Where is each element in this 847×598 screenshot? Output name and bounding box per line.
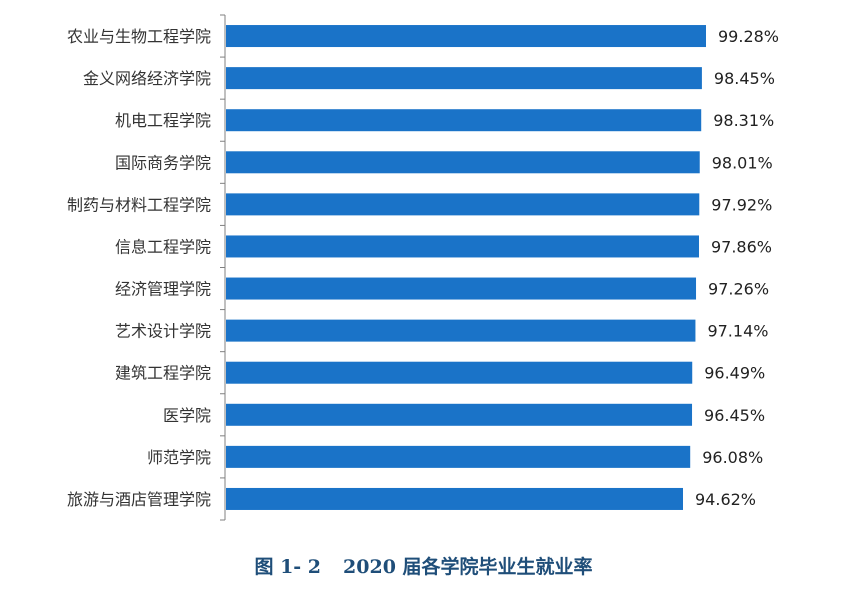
- category-label: 信息工程学院: [115, 237, 211, 256]
- bar: [226, 319, 696, 342]
- category-label: 农业与生物工程学院: [67, 27, 211, 46]
- value-label: 97.92%: [711, 195, 772, 214]
- category-label: 医学院: [163, 406, 211, 425]
- value-label: 96.45%: [704, 406, 765, 425]
- bar: [226, 487, 683, 510]
- value-label: 97.14%: [707, 322, 768, 341]
- category-label: 师范学院: [147, 448, 211, 467]
- figure-title: 2020 届各学院毕业生就业率: [343, 556, 593, 578]
- category-label: 制药与材料工程学院: [67, 195, 211, 214]
- bar: [226, 193, 700, 216]
- value-label: 94.62%: [695, 490, 756, 509]
- category-label: 国际商务学院: [115, 153, 211, 172]
- category-label: 旅游与酒店管理学院: [67, 490, 211, 509]
- bar-chart: 农业与生物工程学院 99.28% 金义网络经济学院 98.45% 机电工程学院 98.31…: [67, 14, 779, 521]
- category-label: 经济管理学院: [115, 280, 211, 299]
- bar: [226, 403, 693, 426]
- value-label: 97.86%: [711, 237, 772, 256]
- value-label: 96.49%: [704, 364, 765, 383]
- category-label: 机电工程学院: [115, 111, 211, 130]
- figure-caption: 图 1- 2 2020 届各学院毕业生就业率: [0, 552, 847, 579]
- value-label: 98.01%: [712, 153, 773, 172]
- bar: [226, 277, 697, 300]
- category-label: 建筑工程学院: [115, 364, 211, 383]
- figure-number: 图 1- 2: [254, 556, 322, 578]
- bar: [226, 109, 702, 132]
- value-label: 98.31%: [713, 111, 774, 130]
- value-label: 98.45%: [714, 69, 775, 88]
- bar: [226, 445, 691, 468]
- bar: [226, 235, 699, 258]
- value-label: 96.08%: [702, 448, 763, 467]
- value-label: 97.26%: [708, 280, 769, 299]
- category-label: 艺术设计学院: [115, 322, 211, 341]
- bar: [226, 361, 693, 384]
- category-label: 金义网络经济学院: [83, 69, 211, 88]
- bar: [226, 25, 706, 48]
- bar: [226, 151, 700, 174]
- value-label: 99.28%: [718, 27, 779, 46]
- bar: [226, 67, 702, 90]
